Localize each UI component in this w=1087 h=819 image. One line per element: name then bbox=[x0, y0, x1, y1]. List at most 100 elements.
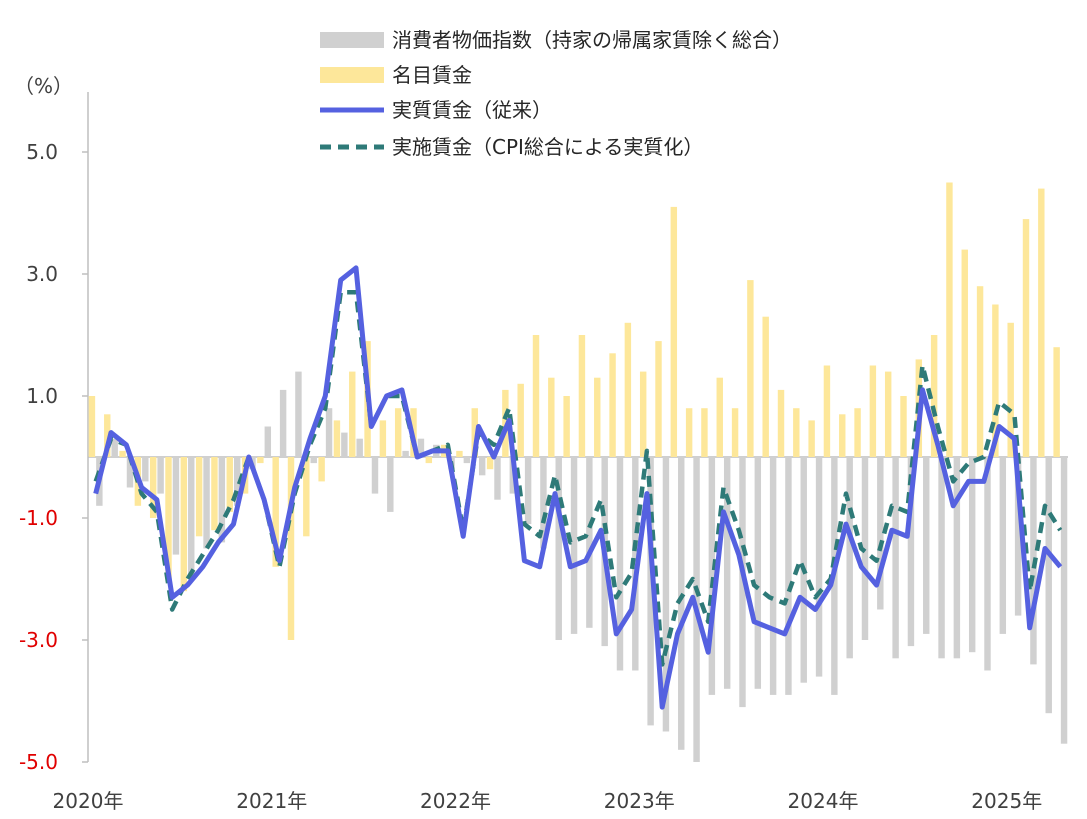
nominal-wage-bar bbox=[992, 304, 999, 457]
nominal-wage-bar bbox=[946, 182, 953, 457]
nominal-wage-bar bbox=[578, 335, 586, 457]
nominal-wage-bar bbox=[471, 408, 478, 457]
cpi-bar bbox=[754, 457, 762, 689]
nominal-wage-bar bbox=[670, 206, 678, 457]
nominal-wage-bar bbox=[303, 457, 310, 537]
nominal-wage-bar bbox=[532, 335, 540, 457]
cpi-bar bbox=[494, 457, 501, 500]
cpi-bar bbox=[341, 432, 348, 457]
nominal-wage-bar bbox=[808, 420, 815, 457]
cpi-bar bbox=[264, 426, 272, 457]
cpi-bar bbox=[218, 457, 226, 543]
nominal-wage-bar bbox=[394, 408, 402, 457]
nominal-wage-bar bbox=[211, 457, 218, 531]
nominal-wage-bar bbox=[655, 341, 662, 457]
cpi-bar bbox=[142, 457, 149, 482]
cpi-bar bbox=[279, 389, 287, 457]
nominal-wage-bar bbox=[701, 408, 708, 457]
cpi-bar bbox=[861, 457, 869, 640]
cpi-bar bbox=[769, 457, 777, 695]
nominal-wage-bar bbox=[272, 457, 279, 567]
nominal-wage-bar bbox=[869, 365, 877, 457]
cpi-bar bbox=[295, 371, 302, 457]
nominal-wage-bar bbox=[762, 316, 769, 457]
implemented-wage-line bbox=[93, 290, 1063, 667]
nominal-wage-bar bbox=[257, 457, 264, 464]
cpi-bar bbox=[846, 457, 853, 659]
x-tick-label: 2020年 bbox=[53, 789, 124, 813]
cpi-bar bbox=[647, 457, 654, 726]
cpi-bar bbox=[984, 457, 991, 671]
y-tick-label: -3.0 bbox=[19, 628, 58, 652]
cpi-bar bbox=[310, 457, 317, 464]
nominal-wage-bar bbox=[624, 322, 632, 457]
cpi-bar bbox=[126, 457, 134, 488]
cpi-bar bbox=[877, 457, 884, 610]
nominal-wage-bar bbox=[976, 286, 984, 457]
cpi-bar bbox=[203, 457, 210, 549]
nominal-wage-bar bbox=[1038, 188, 1045, 457]
x-tick-label: 2023年 bbox=[604, 789, 675, 813]
cpi-bar bbox=[953, 457, 961, 659]
cpi-bar bbox=[1045, 457, 1052, 714]
cpi-bar bbox=[402, 450, 409, 457]
nominal-wage-bar bbox=[747, 280, 754, 457]
nominal-wage-bar bbox=[900, 396, 907, 457]
cpi-bar bbox=[907, 457, 915, 647]
y-tick-label: 3.0 bbox=[26, 262, 58, 286]
nominal-wage-bar bbox=[517, 383, 524, 457]
nominal-wage-bar bbox=[165, 457, 172, 579]
nominal-wage-bar bbox=[685, 408, 693, 457]
nominal-wage-bar bbox=[195, 457, 203, 537]
legend-label: 消費者物価指数（持家の帰属家賃除く総合） bbox=[392, 28, 792, 52]
cpi-bar bbox=[524, 457, 532, 525]
x-axis: 2020年 2021年 2022年 2023年 2024年 2025年 bbox=[53, 789, 1043, 813]
nominal-wage-bar bbox=[1007, 322, 1014, 457]
nominal-wage-bar bbox=[823, 365, 831, 457]
y-unit-label: （%） bbox=[14, 74, 73, 98]
legend-label: 名目賃金 bbox=[392, 63, 472, 87]
cpi-bar bbox=[923, 457, 930, 634]
nominal-wage-bar bbox=[425, 457, 433, 464]
cpi-bar bbox=[463, 457, 471, 464]
cpi-bar bbox=[968, 457, 976, 653]
nominal-wage-bar bbox=[318, 457, 325, 482]
nominal-wage-bar bbox=[1053, 347, 1060, 457]
cpi-bar bbox=[570, 457, 578, 634]
nominal-wage-bar bbox=[119, 450, 126, 457]
cpi-bar bbox=[157, 457, 164, 494]
x-tick-label: 2021年 bbox=[236, 789, 307, 813]
cpi-bar bbox=[678, 457, 685, 750]
cpi-bar bbox=[540, 457, 547, 549]
cpi-bar bbox=[662, 457, 670, 732]
y-axis: 5.0 3.0 1.0 -1.0 -3.0 -5.0 bbox=[19, 140, 88, 774]
y-tick-label: 1.0 bbox=[26, 384, 58, 408]
nominal-wage-bar bbox=[639, 371, 647, 457]
nominal-wage-bar bbox=[777, 389, 785, 457]
y-tick-label: -1.0 bbox=[19, 506, 58, 530]
cpi-bar bbox=[815, 457, 823, 677]
nominal-wage-bar bbox=[88, 396, 96, 457]
cpi-bar bbox=[325, 408, 333, 457]
nominal-wage-bar bbox=[930, 335, 938, 457]
cpi-bar bbox=[785, 457, 792, 695]
nominal-wage-bar bbox=[961, 249, 968, 457]
nominal-wage-bar bbox=[716, 377, 723, 457]
real-wage-line bbox=[93, 265, 1063, 710]
nominal-wage-bar bbox=[854, 408, 861, 457]
cpi-bar bbox=[111, 438, 118, 457]
nominal-wage-bar bbox=[333, 420, 341, 457]
nominal-wage-bar bbox=[884, 371, 892, 457]
y-tick-label: -5.0 bbox=[19, 750, 58, 774]
nominal-wage-bar bbox=[731, 408, 739, 457]
nominal-wage-bar bbox=[226, 457, 233, 512]
cpi-bar bbox=[417, 438, 425, 457]
cpi-bar bbox=[1060, 457, 1068, 744]
cpi-bar bbox=[892, 457, 899, 659]
nominal-wage-bar bbox=[793, 408, 800, 457]
cpi-bar bbox=[938, 457, 945, 659]
cpi-bar bbox=[172, 457, 180, 555]
x-tick-label: 2022年 bbox=[420, 789, 491, 813]
